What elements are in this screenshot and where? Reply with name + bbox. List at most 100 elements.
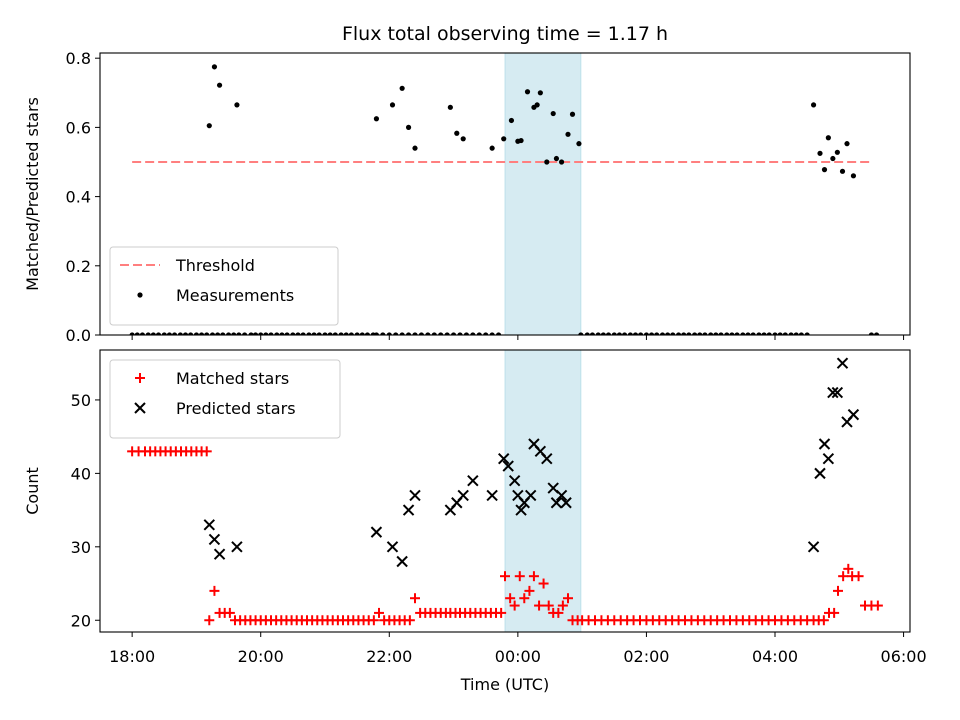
measurement-point bbox=[665, 332, 671, 335]
predicted-star-point bbox=[467, 475, 479, 487]
predicted-star-point bbox=[836, 357, 849, 369]
measurement-point bbox=[782, 332, 788, 335]
measurement-point bbox=[327, 332, 333, 335]
measurement-point bbox=[686, 332, 692, 335]
measurement-point bbox=[460, 136, 466, 142]
matched-star-point bbox=[500, 571, 510, 582]
matched-star-point bbox=[538, 578, 549, 589]
matched-star-point bbox=[209, 585, 220, 596]
measurement-point bbox=[399, 332, 405, 335]
measurement-point bbox=[584, 332, 590, 335]
measurement-point bbox=[804, 332, 810, 335]
measurement-point bbox=[188, 332, 194, 335]
measurement-point bbox=[211, 64, 218, 70]
matched-star-point bbox=[519, 593, 530, 604]
matched-star-point bbox=[528, 571, 539, 582]
measurement-point bbox=[354, 332, 360, 335]
measurement-point bbox=[670, 332, 676, 335]
measurement-point bbox=[817, 150, 823, 156]
predicted-star-point bbox=[402, 504, 415, 516]
measurement-point bbox=[359, 332, 365, 335]
measurement-point bbox=[850, 173, 857, 179]
measurement-point bbox=[139, 332, 146, 335]
measurement-point bbox=[145, 332, 151, 335]
measurement-point bbox=[193, 332, 200, 335]
legend: Threshold Measurements bbox=[109, 246, 339, 326]
axes-frame bbox=[99, 52, 911, 336]
measurement-point bbox=[537, 90, 543, 96]
measurement-point bbox=[258, 332, 264, 335]
matched-star-point bbox=[204, 615, 215, 626]
measurement-point bbox=[322, 332, 328, 335]
measurement-point bbox=[611, 332, 617, 335]
predicted-star-point bbox=[847, 408, 860, 421]
measurement-point bbox=[553, 155, 560, 162]
measurement-point bbox=[274, 332, 280, 335]
measurement-point bbox=[405, 332, 412, 335]
measurement-point bbox=[508, 117, 515, 124]
measurement-point bbox=[234, 102, 240, 108]
measurement-point bbox=[565, 131, 571, 137]
count-panel: 20 30 40 50 18:00 20:00 22:00 00:00 02:00 04:00 06… bbox=[23, 349, 927, 666]
y-tick-label: 0.0 bbox=[66, 326, 91, 345]
matched-star-point bbox=[843, 563, 854, 574]
measurement-point bbox=[648, 332, 655, 335]
measurement-point bbox=[300, 332, 306, 335]
measurement-point bbox=[268, 332, 274, 335]
legend-swatch-predicted bbox=[134, 402, 146, 414]
legend-label: Measurements bbox=[176, 286, 294, 305]
measurement-point bbox=[236, 332, 242, 335]
measurement-point bbox=[772, 332, 778, 335]
observing-window-band bbox=[504, 53, 582, 335]
y-tick-label: 0.2 bbox=[66, 257, 91, 276]
predicted-star-point bbox=[827, 386, 839, 399]
x-axis-label: Time (UTC) bbox=[460, 675, 549, 694]
measurement-point bbox=[489, 145, 495, 151]
measurement-point bbox=[550, 110, 556, 117]
matched-star-point bbox=[557, 600, 568, 611]
matched-star-point bbox=[514, 571, 525, 582]
measurement-point bbox=[463, 332, 470, 335]
predicted-star-point bbox=[818, 438, 831, 450]
measurement-point bbox=[405, 124, 412, 130]
predicted-star-point bbox=[386, 541, 399, 553]
legend-swatch-matched bbox=[135, 373, 145, 383]
matched-star-point bbox=[496, 607, 507, 618]
predicted-star-point bbox=[515, 504, 527, 516]
measurement-point bbox=[284, 332, 290, 335]
y-axis-label: Count bbox=[23, 467, 42, 515]
legend: Matched stars Predicted stars bbox=[109, 359, 341, 439]
measurement-point bbox=[306, 332, 312, 335]
x-tick-label: 06:00 bbox=[881, 647, 927, 666]
measurement-point bbox=[412, 145, 418, 151]
measurement-point bbox=[793, 332, 799, 335]
predicted-star-point bbox=[457, 489, 469, 502]
x-tick-label: 20:00 bbox=[238, 647, 284, 666]
measurement-point bbox=[638, 332, 644, 335]
matched-star-point bbox=[410, 593, 420, 604]
legend-label: Predicted stars bbox=[176, 399, 296, 418]
measurement-point bbox=[166, 332, 173, 335]
measurement-point bbox=[177, 332, 183, 335]
measurement-point bbox=[558, 159, 565, 165]
matched-star-point bbox=[368, 615, 379, 626]
predicted-star-point bbox=[498, 452, 510, 465]
measurement-point bbox=[290, 332, 296, 335]
measurement-point bbox=[182, 332, 189, 335]
measurement-point bbox=[718, 332, 724, 335]
measurement-point bbox=[215, 332, 221, 335]
matched-star-point bbox=[404, 615, 415, 626]
measurement-point bbox=[364, 332, 371, 335]
measurement-point bbox=[489, 332, 495, 335]
predicted-star-point bbox=[208, 533, 221, 546]
measurement-point bbox=[457, 332, 463, 335]
predicted-star-point bbox=[814, 467, 826, 480]
measurement-point bbox=[198, 332, 205, 335]
measurement-point bbox=[431, 332, 437, 335]
measurement-point bbox=[600, 332, 606, 335]
legend-box bbox=[109, 246, 339, 326]
y-tick-label: 0.6 bbox=[66, 118, 91, 137]
matched-star-point bbox=[374, 607, 384, 618]
measurement-point bbox=[399, 85, 405, 91]
measurement-point bbox=[389, 102, 396, 108]
